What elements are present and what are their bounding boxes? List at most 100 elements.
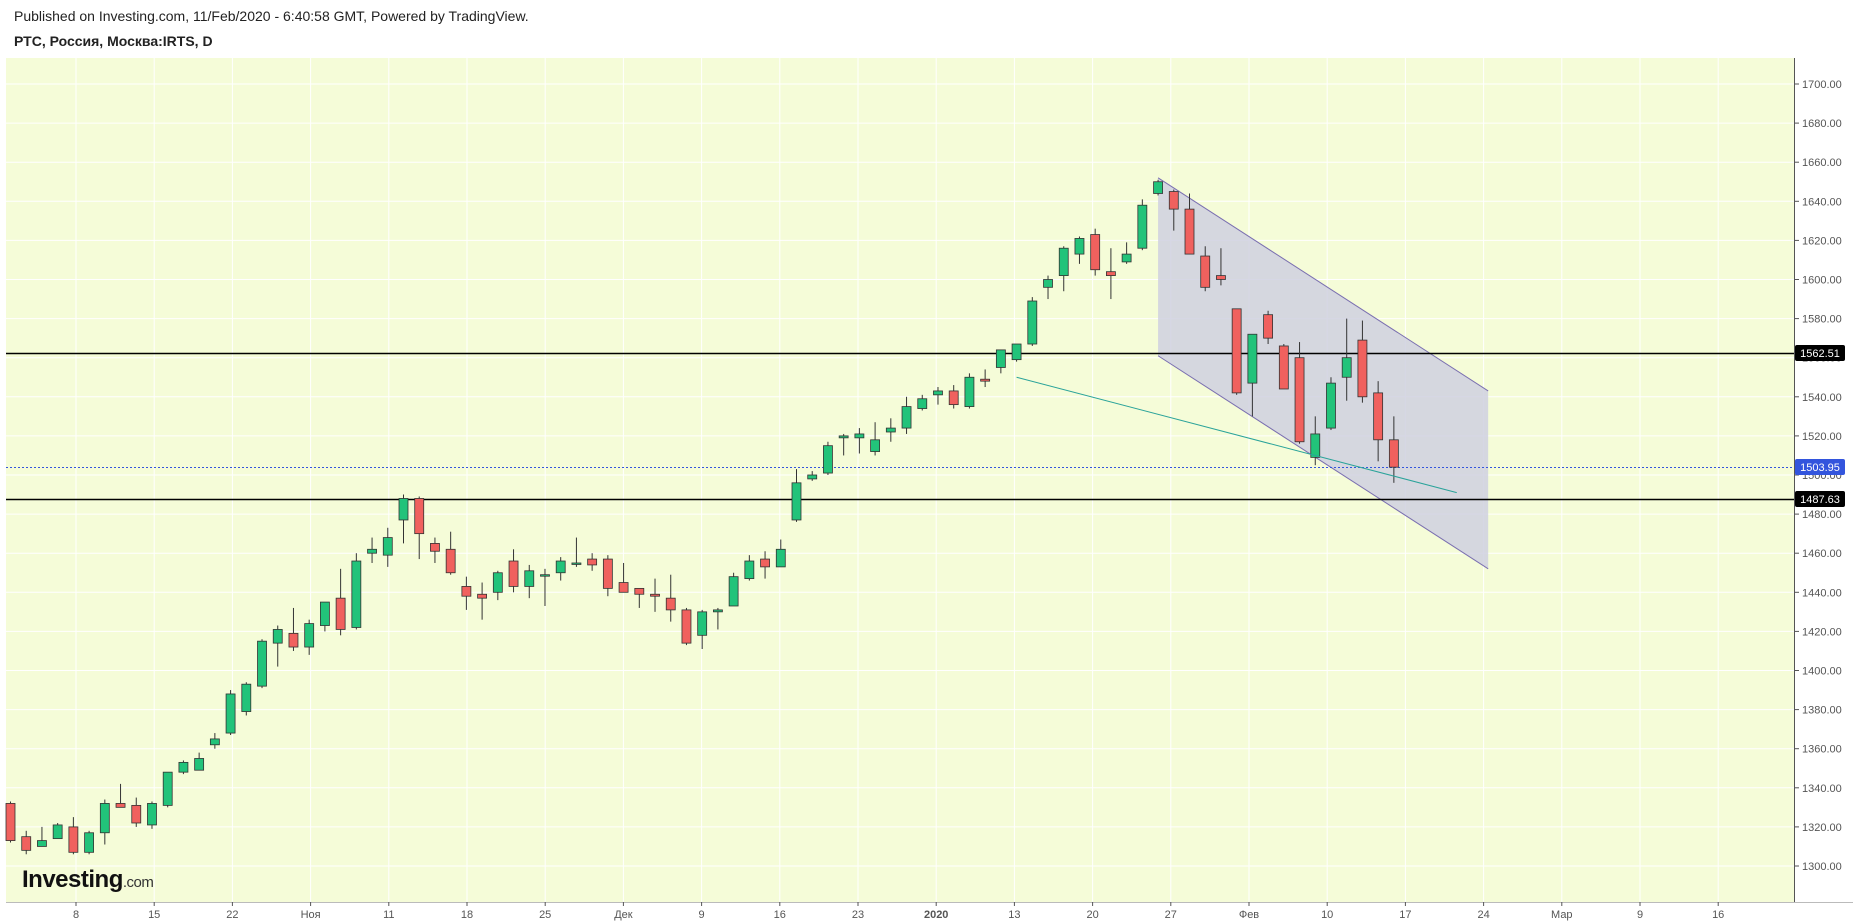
candle[interactable] [1216,248,1226,286]
candle[interactable] [1357,320,1368,403]
candle[interactable] [791,469,802,522]
trend-line[interactable] [1016,376,1457,494]
candle[interactable] [304,619,315,655]
candle[interactable] [1027,297,1038,346]
candle[interactable] [178,760,189,775]
candle[interactable] [1200,246,1211,292]
candle[interactable] [414,496,425,560]
candles[interactable] [5,179,1399,855]
candle[interactable] [382,527,393,567]
candle[interactable] [540,568,550,606]
candle[interactable] [1278,344,1289,390]
candle[interactable] [760,551,770,579]
candle[interactable] [288,607,299,651]
candle[interactable] [1011,343,1022,362]
candle[interactable] [445,531,456,575]
descending-channel[interactable] [1157,177,1489,570]
candle[interactable] [430,537,440,563]
candle[interactable] [1326,377,1336,431]
candle[interactable] [319,601,330,632]
candle[interactable] [870,422,880,456]
candle[interactable] [492,570,503,601]
candle[interactable] [1121,242,1132,264]
candle[interactable] [775,539,786,568]
candle[interactable] [1106,248,1116,300]
candle[interactable] [1294,342,1305,444]
candle[interactable] [5,801,16,843]
candle[interactable] [477,582,488,620]
candle[interactable] [885,418,896,442]
candle[interactable] [524,564,535,599]
candle[interactable] [995,349,1006,374]
candle[interactable] [634,587,645,608]
candle[interactable] [1043,275,1053,300]
candle[interactable] [807,471,818,481]
candle[interactable] [194,752,205,771]
candle[interactable] [901,396,912,434]
candle[interactable] [272,625,283,667]
candle[interactable] [508,549,519,593]
candle[interactable] [1153,179,1163,196]
x-tick-label: 23 [852,909,864,921]
candle[interactable] [68,817,79,855]
candle[interactable] [1184,193,1195,255]
candle[interactable] [84,830,94,855]
candle[interactable] [351,553,362,630]
candle[interactable] [555,557,566,581]
candle[interactable] [115,783,126,808]
candle[interactable] [917,394,928,411]
candle[interactable] [744,555,755,581]
candle[interactable] [587,553,598,571]
candle[interactable] [257,639,267,689]
candle[interactable] [713,607,723,630]
candle[interactable] [1247,333,1258,417]
candle[interactable] [461,576,472,610]
candle[interactable] [602,555,613,597]
candle[interactable] [650,578,660,612]
candle[interactable] [854,428,865,454]
candle[interactable] [933,387,943,405]
candle[interactable] [241,682,252,716]
candle[interactable] [1074,236,1085,264]
candle[interactable] [618,562,629,593]
candle[interactable] [209,733,220,749]
candle[interactable] [571,537,582,567]
candle[interactable] [665,574,676,622]
candle[interactable] [1310,416,1321,466]
candle[interactable] [838,433,849,456]
horizontal-levels[interactable] [6,352,1794,501]
candle[interactable] [162,771,173,808]
candle[interactable] [980,369,991,388]
candle[interactable] [1090,228,1101,276]
candle[interactable] [21,830,32,855]
candle[interactable] [99,799,110,845]
channel-upper-line[interactable] [1157,177,1489,392]
candle[interactable] [697,609,708,649]
channel-lower-line[interactable] [1157,355,1489,570]
trend-line-segment[interactable] [1016,376,1457,494]
candle[interactable] [335,568,346,636]
candle[interactable] [147,801,157,829]
candle[interactable] [728,572,739,607]
candle[interactable] [131,797,142,827]
candle[interactable] [1373,381,1384,462]
candle[interactable] [681,607,692,646]
candle[interactable] [948,385,959,409]
time-axis[interactable]: 8 15 22 Ноя 11 18 25 Дек 9 16 23 2020 13 20 27 Фев 10 17 2… [73,902,1724,921]
candle[interactable] [1137,199,1148,251]
candle[interactable] [1388,416,1399,483]
candle[interactable] [1263,310,1273,345]
candle[interactable] [52,822,63,840]
price-axis[interactable]: 1300.00 1320.00 1340.00 1360.00 1380.00 1400.… [1794,79,1842,873]
candle[interactable] [225,690,236,736]
candle[interactable] [367,537,377,563]
candle[interactable] [1231,308,1242,395]
candle[interactable] [964,373,975,409]
candle[interactable] [398,494,409,544]
candle[interactable] [1058,246,1069,292]
candle[interactable] [1168,189,1179,231]
candle[interactable] [823,441,833,475]
candle[interactable] [37,826,47,847]
candle[interactable] [1341,318,1352,401]
